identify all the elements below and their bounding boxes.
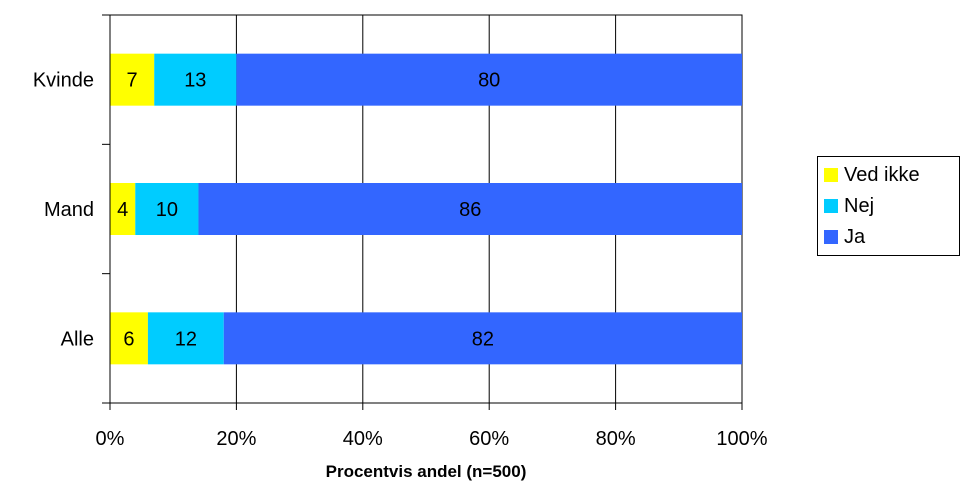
bar-alle-ved-ikke xyxy=(110,312,148,365)
bar-mand-nej xyxy=(135,183,199,235)
legend-swatch-ja xyxy=(824,230,838,244)
y-tick-label-kvinde: Kvinde xyxy=(33,70,94,92)
data-label-kvinde-ved-ikke: 7 xyxy=(127,70,138,92)
legend-label-nej: Nej xyxy=(844,194,875,217)
bar-alle-nej xyxy=(147,312,224,365)
legend-label-ja: Ja xyxy=(844,225,866,248)
data-label-mand-nej: 10 xyxy=(156,199,178,221)
y-tick-label-alle: Alle xyxy=(61,328,94,350)
data-label-alle-ved-ikke: 6 xyxy=(123,328,134,350)
bar-kvinde-nej xyxy=(154,53,237,106)
bar-mand-ja xyxy=(198,183,743,235)
x-tick-label-40-pct: 40% xyxy=(343,428,383,450)
legend-item-ved-ikke: Ved ikke xyxy=(824,162,920,188)
axes: Kvinde Mand Alle 0% 20% 40% 60% 80% 100% xyxy=(33,14,768,450)
x-tick-label-20-pct: 20% xyxy=(216,428,256,450)
x-tick-label-80-pct: 80% xyxy=(596,428,636,450)
legend-swatch-ved-ikke xyxy=(824,168,838,182)
data-label-alle-nej: 12 xyxy=(175,328,197,350)
data-label-mand-ja: 86 xyxy=(459,199,481,221)
x-axis-title: Procentvis andel (n=500) xyxy=(326,462,527,481)
y-tick-label-mand: Mand xyxy=(44,199,94,221)
x-tick-label-0-pct: 0% xyxy=(96,428,125,450)
x-tick-label-100-pct: 100% xyxy=(716,428,767,450)
legend: Ved ikke Nej Ja xyxy=(817,156,960,256)
legend-item-ja: Ja xyxy=(824,224,865,250)
bar-kvinde-ved-ikke xyxy=(110,53,155,106)
legend-label-ved-ikke: Ved ikke xyxy=(844,163,920,186)
bar-alle-ja xyxy=(223,312,742,365)
bars: 7 13 80 4 10 86 6 12 82 xyxy=(110,53,743,365)
legend-swatch-nej xyxy=(824,199,838,213)
data-label-kvinde-nej: 13 xyxy=(184,70,206,92)
data-label-kvinde-ja: 80 xyxy=(478,70,500,92)
bar-kvinde-ja xyxy=(236,53,742,106)
data-label-alle-ja: 82 xyxy=(472,328,494,350)
bar-mand-ved-ikke xyxy=(110,183,136,235)
data-label-mand-ved-ikke: 4 xyxy=(117,199,128,221)
x-tick-label-60-pct: 60% xyxy=(469,428,509,450)
legend-item-nej: Nej xyxy=(824,193,874,219)
